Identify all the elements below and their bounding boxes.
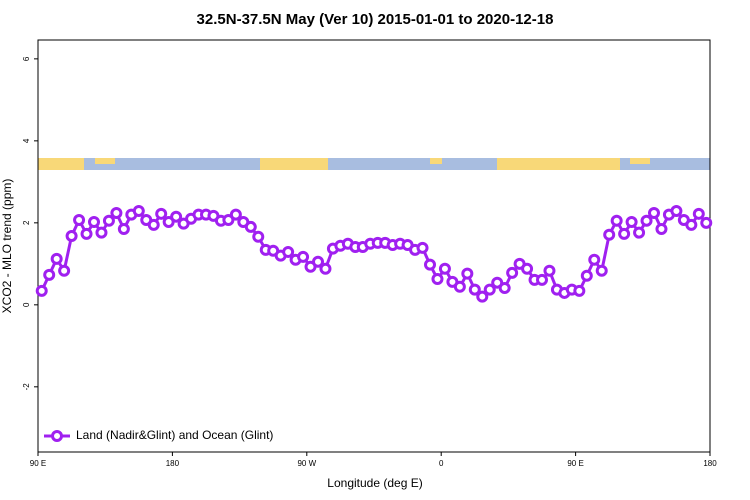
- data-point: [244, 220, 257, 233]
- x-tick-label: 90 E: [567, 459, 583, 468]
- data-point: [102, 214, 115, 227]
- x-tick-label: 180: [166, 459, 180, 468]
- data-point: [580, 269, 593, 282]
- data-point: [95, 226, 108, 239]
- data-point: [147, 218, 160, 231]
- y-tick-label: -2: [22, 383, 31, 391]
- data-point: [461, 267, 474, 280]
- data-point: [319, 262, 332, 275]
- data-point: [521, 262, 534, 275]
- land-band: [260, 158, 328, 170]
- x-tick-label: 90 W: [297, 459, 316, 468]
- data-point: [155, 207, 168, 220]
- land-band: [95, 158, 115, 164]
- data-point: [80, 227, 93, 240]
- data-point: [655, 222, 668, 235]
- land-ocean-strip: [38, 158, 710, 170]
- data-point: [297, 250, 310, 263]
- data-point: [588, 253, 601, 266]
- x-tick-label: 180: [703, 459, 717, 468]
- data-point: [453, 280, 466, 293]
- data-point: [424, 258, 436, 271]
- data-point: [282, 245, 295, 258]
- land-band: [630, 158, 650, 164]
- land-band: [430, 158, 442, 164]
- y-tick-label: 2: [22, 220, 31, 225]
- data-point: [536, 273, 548, 286]
- data-point: [618, 227, 631, 240]
- data-point: [222, 213, 235, 226]
- data-point: [603, 228, 616, 241]
- data-point: [700, 216, 713, 229]
- data-point: [670, 204, 683, 217]
- land-band: [38, 158, 84, 170]
- data-point: [162, 216, 175, 229]
- plot-frame: [37, 39, 711, 453]
- data-point: [50, 252, 63, 265]
- data-point: [73, 213, 86, 226]
- legend-marker: [51, 430, 63, 442]
- data-point: [483, 283, 496, 296]
- data-point: [476, 290, 489, 303]
- data-point: [438, 262, 451, 275]
- data-point: [170, 210, 183, 223]
- data-point: [58, 264, 71, 277]
- data-point: [648, 206, 660, 219]
- data-point: [110, 206, 123, 219]
- x-axis-label: Longitude (deg E): [327, 476, 422, 490]
- data-point: [43, 268, 56, 281]
- data-point: [416, 241, 429, 254]
- data-point: [117, 222, 130, 235]
- data-point: [543, 264, 556, 277]
- y-tick-label: 6: [22, 56, 31, 61]
- data-point: [229, 208, 242, 221]
- data-point: [685, 218, 698, 231]
- data-point: [498, 282, 511, 295]
- y-tick-label: 4: [22, 138, 31, 143]
- y-tick-label: 0: [22, 302, 31, 307]
- data-point: [595, 264, 608, 277]
- series-line: [40, 209, 708, 299]
- data-point: [610, 214, 623, 227]
- chart-title: 32.5N-37.5N May (Ver 10) 2015-01-01 to 2…: [197, 11, 554, 28]
- y-axis-label: XCO2 - MLO trend (ppm): [0, 179, 14, 314]
- data-point: [35, 284, 48, 297]
- data-point: [692, 207, 705, 220]
- data-point: [491, 276, 504, 289]
- data-point: [132, 204, 145, 217]
- data-point: [633, 226, 646, 239]
- data-point: [625, 216, 638, 229]
- data-point: [573, 284, 586, 297]
- data-point: [252, 230, 265, 243]
- x-tick-label: 90 E: [30, 459, 46, 468]
- data-point: [431, 273, 444, 286]
- data-point: [640, 214, 653, 227]
- x-tick-label: 0: [439, 459, 444, 468]
- data-point: [506, 266, 519, 279]
- legend-label: Land (Nadir&Glint) and Ocean (Glint): [76, 428, 273, 442]
- data-point: [88, 216, 100, 229]
- data-point: [65, 229, 78, 242]
- data-point: [312, 255, 324, 268]
- data-point: [468, 283, 481, 296]
- land-band: [497, 158, 620, 170]
